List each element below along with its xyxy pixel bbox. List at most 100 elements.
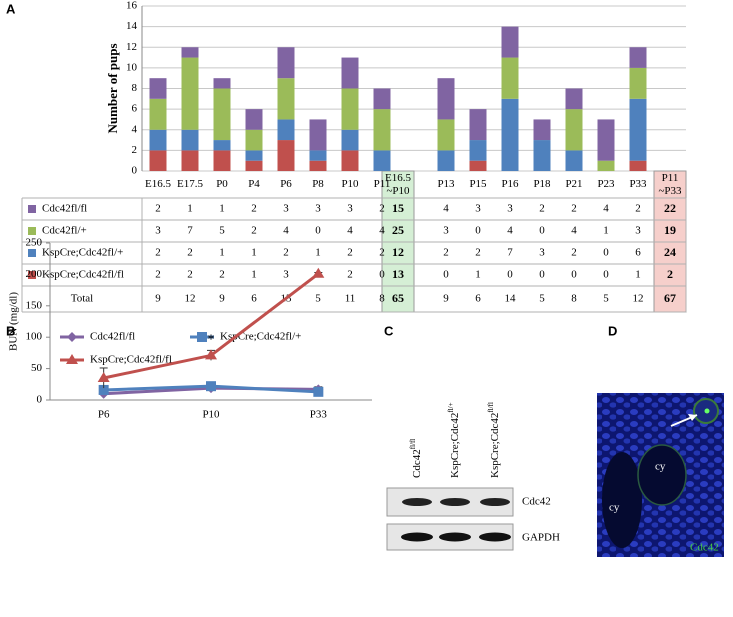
table-cell: 7 <box>507 247 513 259</box>
bar-segment <box>149 98 167 130</box>
row-label: Cdc42fl/fl <box>42 203 87 215</box>
table-cell: 4 <box>379 225 385 237</box>
bar-segment <box>437 150 455 171</box>
legend-label: KspCre;Cdc42fl/fl <box>90 354 172 366</box>
table-cell: 3 <box>475 203 481 215</box>
y-tick-label: 100 <box>26 331 43 343</box>
bar-segment <box>341 129 359 151</box>
bar-segment <box>181 47 199 58</box>
table-cell: 2 <box>379 247 385 259</box>
bar-segment <box>501 57 519 99</box>
subtotal-header: P11 ~P33 <box>658 172 682 197</box>
bar-segment <box>181 57 199 130</box>
x-tick-label: E17.5 <box>177 178 203 190</box>
y-tick-label: 6 <box>132 103 138 115</box>
legend-swatch <box>28 249 36 257</box>
row-label: KspCre;Cdc42fl/fl <box>42 269 124 281</box>
table-cell: 1 <box>603 225 609 237</box>
table-cell: 5 <box>603 293 609 305</box>
table-cell: 12 <box>633 293 644 305</box>
y-tick-label: 4 <box>132 123 138 135</box>
table-cell: 2 <box>443 247 449 259</box>
table-cell: 5 <box>539 293 545 305</box>
bar-segment <box>277 119 295 141</box>
table-cell: 0 <box>539 225 545 237</box>
table-cell: 3 <box>283 203 289 215</box>
row-label: KspCre;Cdc42fl/+ <box>42 247 123 259</box>
x-tick-label: P10 <box>202 409 220 421</box>
table-cell: 0 <box>603 269 609 281</box>
bar-segment <box>501 26 519 58</box>
x-tick-label: P23 <box>597 178 615 190</box>
y-tick-label: 200 <box>26 268 43 280</box>
x-tick-label: P33 <box>629 178 647 190</box>
marker <box>97 372 110 383</box>
row-label: Total <box>71 293 93 305</box>
bar-segment <box>213 150 231 171</box>
bar-segment <box>245 129 263 151</box>
table-cell: 0 <box>475 225 481 237</box>
table-cell: 6 <box>251 293 257 305</box>
bar-segment <box>341 57 359 89</box>
bar-segment <box>565 150 583 171</box>
table-cell: 0 <box>603 247 609 259</box>
table-cell: 2 <box>155 247 161 259</box>
table-cell: 4 <box>507 225 513 237</box>
table-cell: 9 <box>443 293 449 305</box>
bar-segment <box>533 119 551 141</box>
bar-segment <box>597 119 615 161</box>
y-tick-label: 14 <box>126 20 138 32</box>
table-cell: 1 <box>251 247 257 259</box>
lane-label-sup: fl/+ <box>447 402 455 412</box>
bar-segment <box>341 150 359 171</box>
lane-label-text: KspCre;Cdc42 <box>489 413 501 478</box>
x-tick-label: P8 <box>312 178 324 190</box>
bar-segment <box>437 119 455 151</box>
table-cell: 15 <box>392 201 404 215</box>
marker <box>312 267 325 278</box>
bar-segment <box>437 78 455 120</box>
table-cell: 1 <box>219 247 225 259</box>
panel-label: A <box>6 1 16 16</box>
table-cell: 1 <box>475 269 481 281</box>
x-tick-label: P10 <box>341 178 359 190</box>
y-axis-label: BUN (mg/dl) <box>8 292 20 351</box>
blot-band <box>401 532 433 542</box>
bar-segment <box>181 150 199 171</box>
bar-segment <box>309 119 327 151</box>
table-cell: 24 <box>664 245 676 259</box>
table-cell: 12 <box>185 293 196 305</box>
table-cell: 22 <box>664 201 676 215</box>
cyst <box>637 444 687 506</box>
cilium <box>704 408 710 414</box>
table-cell: 3 <box>155 225 161 237</box>
panel-label: D <box>608 323 617 338</box>
table-cell: 12 <box>392 245 404 259</box>
table-cell: 11 <box>345 293 356 305</box>
table-cell: 65 <box>392 291 404 305</box>
x-tick-label: P15 <box>469 178 487 190</box>
table-cell: 2 <box>539 203 545 215</box>
micrograph <box>597 393 724 557</box>
table-cell: 8 <box>379 293 385 305</box>
marker <box>313 386 324 397</box>
table-cell: 3 <box>539 247 545 259</box>
table-cell: 0 <box>379 269 385 281</box>
table-cell: 2 <box>347 247 353 259</box>
row-label: Cdc42fl/+ <box>42 225 87 237</box>
table-cell: 2 <box>155 269 161 281</box>
table-cell: 67 <box>664 291 676 305</box>
table-cell: 2 <box>219 269 225 281</box>
blot-band <box>402 498 432 506</box>
x-tick-label: P6 <box>98 409 110 421</box>
x-tick-label: P18 <box>533 178 551 190</box>
table-cell: 0 <box>507 269 513 281</box>
table-cell: 2 <box>251 225 257 237</box>
marker <box>98 384 109 395</box>
y-tick-label: 250 <box>26 237 43 249</box>
y-tick-label: 12 <box>126 41 137 53</box>
marker <box>206 381 216 392</box>
table-cell: 2 <box>571 247 577 259</box>
bar-segment <box>245 150 263 161</box>
table-cell: 1 <box>251 269 257 281</box>
